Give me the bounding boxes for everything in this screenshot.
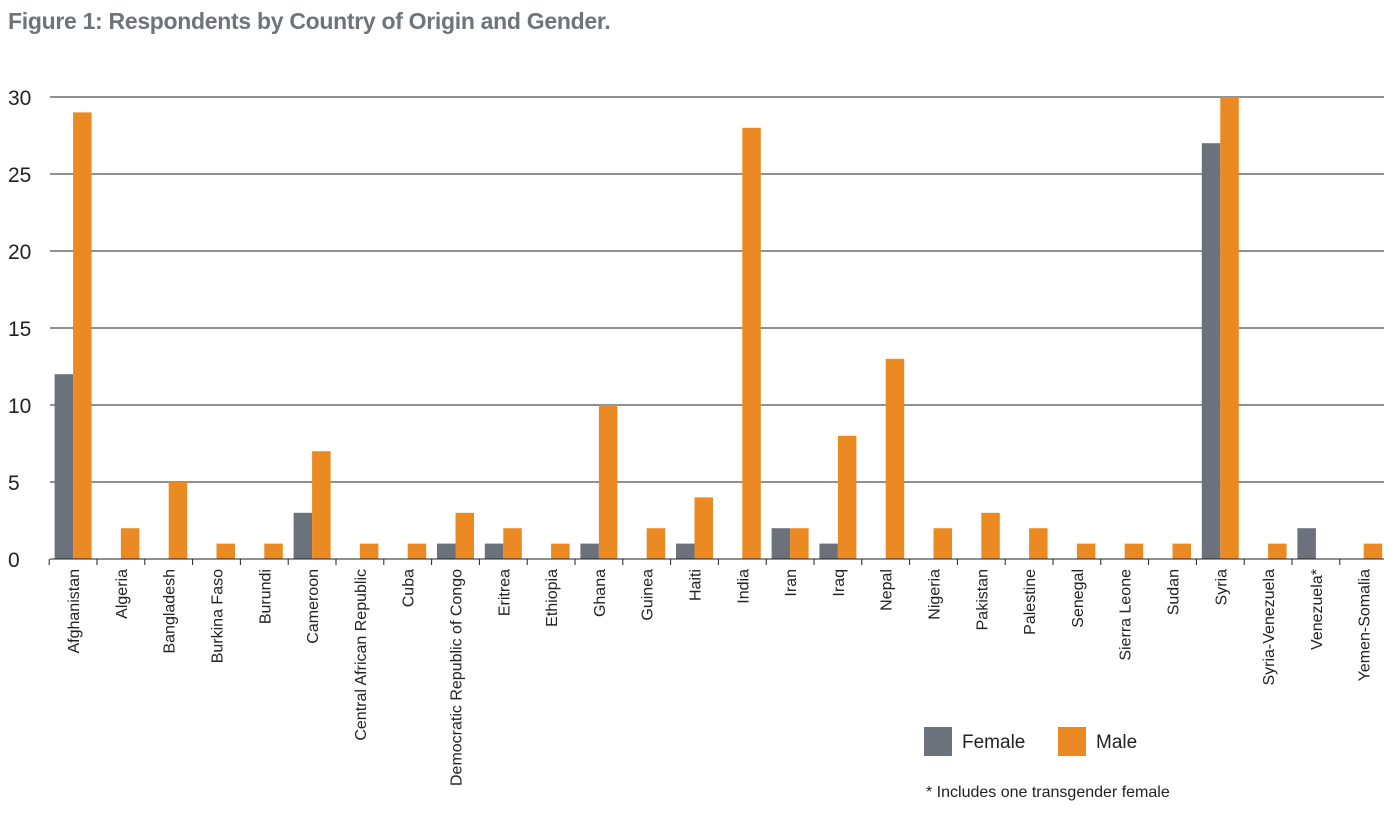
category-label: Cuba — [401, 569, 418, 607]
category-label: Venezuela* — [1309, 569, 1326, 650]
bar-male-6 — [359, 543, 379, 559]
bar-male-11 — [598, 405, 618, 559]
category-label: Sierra Leone — [1118, 569, 1135, 661]
bars — [54, 97, 1383, 560]
y-tick-label: 5 — [8, 472, 20, 495]
bar-female-16 — [819, 543, 838, 559]
y-tick-label: 15 — [8, 318, 31, 341]
y-tick-label: 25 — [8, 164, 31, 187]
bar-male-19 — [981, 512, 1000, 559]
category-label: Yemen-Somalia — [1357, 569, 1374, 681]
category-label: Burkina Faso — [210, 569, 227, 663]
category-label: Burundi — [257, 569, 274, 624]
bar-male-18 — [933, 528, 952, 559]
category-labels: Afghanistan Algeria Bangladesh Burkina Faso… — [66, 569, 1374, 786]
bar-male-21 — [1076, 543, 1096, 559]
category-label: Iraq — [831, 569, 848, 597]
bar-male-3 — [216, 543, 235, 559]
category-label: Nepal — [879, 569, 896, 611]
bar-female-15 — [771, 528, 791, 559]
chart-title: Figure 1: Respondents by Country of Orig… — [8, 8, 611, 34]
bar-male-7 — [407, 543, 427, 559]
legend-label-female: Female — [962, 732, 1025, 753]
category-label: India — [735, 569, 752, 604]
bar-male-24 — [1220, 97, 1239, 559]
bar-male-27 — [1363, 543, 1383, 559]
category-label: Syria — [1213, 569, 1230, 606]
category-label: Palestine — [1022, 569, 1039, 635]
bar-male-22 — [1124, 543, 1144, 559]
legend: Female Male — [924, 727, 1137, 756]
bar-male-9 — [503, 528, 522, 559]
bar-female-9 — [484, 543, 504, 559]
category-label: Bangladesh — [162, 569, 179, 654]
bar-female-26 — [1297, 528, 1316, 559]
bar-female-11 — [580, 543, 599, 559]
bar-male-17 — [885, 358, 905, 559]
category-label: Sudan — [1166, 569, 1183, 615]
category-label: Algeria — [114, 569, 131, 619]
legend-swatch-male — [1058, 727, 1086, 756]
bar-male-5 — [312, 451, 331, 559]
category-label: Cameroon — [305, 569, 322, 644]
category-label: Ethiopia — [544, 569, 561, 627]
category-label: Democratic Republic of Congo — [449, 569, 466, 786]
bar-male-14 — [742, 127, 761, 560]
bar-male-10 — [551, 543, 570, 559]
bar-male-2 — [168, 482, 188, 559]
bar-male-16 — [837, 435, 857, 559]
bar-male-4 — [264, 543, 283, 559]
category-label: Senegal — [1070, 569, 1087, 628]
grid-lines: 0 5 10 15 20 25 30 — [8, 87, 1384, 572]
category-label: Eritrea — [496, 569, 513, 616]
x-axis — [48, 558, 1384, 565]
y-tick-label: 0 — [8, 549, 20, 572]
legend-swatch-female — [924, 727, 952, 756]
category-label: Central African Republic — [353, 569, 370, 741]
legend-label-male: Male — [1096, 732, 1137, 753]
category-label: Guinea — [640, 569, 657, 621]
category-label: Pakistan — [974, 569, 991, 630]
category-label: Iran — [783, 569, 800, 597]
y-tick-label: 20 — [8, 241, 31, 264]
category-label: Ghana — [592, 569, 609, 617]
bar-female-0 — [54, 374, 74, 559]
category-label: Syria-Venezuela — [1261, 569, 1278, 686]
bar-male-12 — [646, 528, 666, 559]
bar-male-1 — [120, 528, 140, 559]
footnote: * Includes one transgender female — [926, 784, 1170, 801]
bar-male-0 — [73, 112, 92, 560]
bar-female-8 — [437, 543, 456, 559]
bar-male-8 — [455, 512, 474, 559]
bar-male-13 — [694, 497, 713, 559]
category-label: Haiti — [688, 569, 705, 601]
y-tick-label: 30 — [8, 87, 31, 110]
y-tick-label: 10 — [8, 395, 31, 418]
bar-female-24 — [1201, 143, 1221, 559]
bar-male-23 — [1172, 543, 1191, 559]
bar-male-20 — [1029, 528, 1048, 559]
bar-female-13 — [676, 543, 695, 559]
bar-male-15 — [790, 528, 809, 559]
bar-female-5 — [293, 512, 313, 559]
bar-male-25 — [1268, 543, 1287, 559]
category-label: Nigeria — [927, 569, 944, 620]
category-label: Afghanistan — [66, 569, 83, 654]
